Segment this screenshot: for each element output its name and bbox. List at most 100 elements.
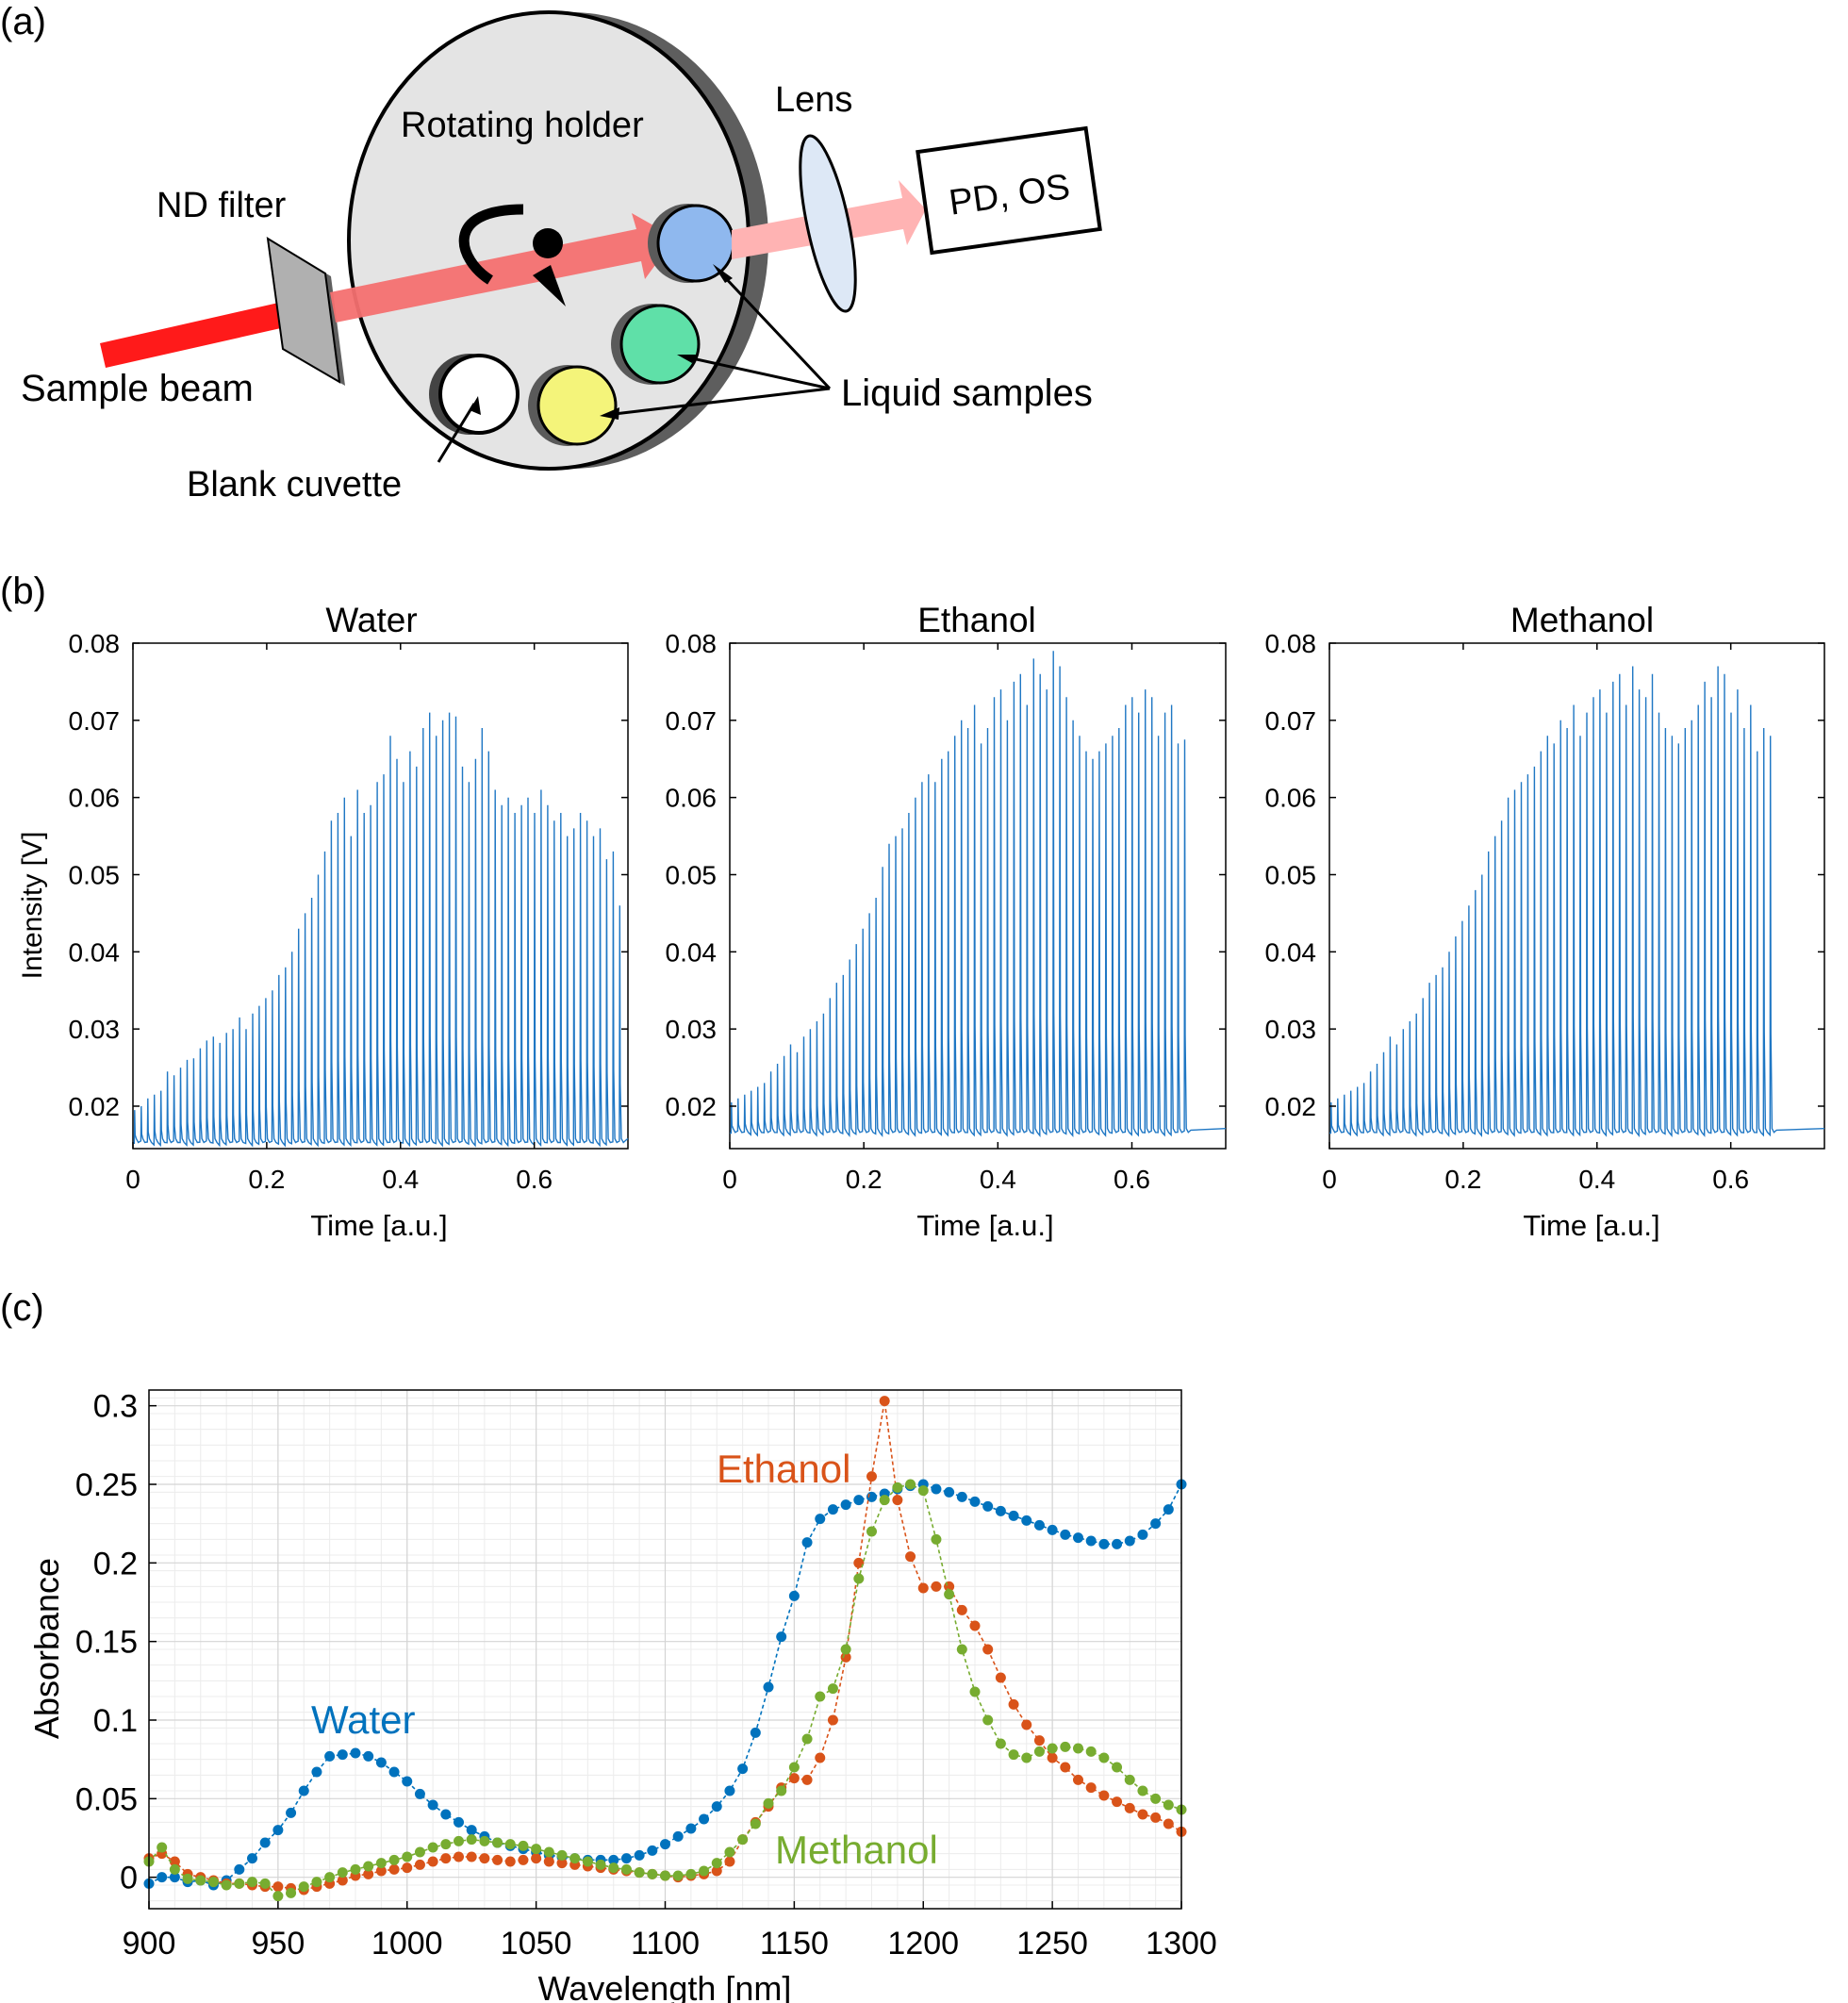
water-series-label: Water [311,1697,415,1742]
water-data-point [788,1590,800,1601]
water-data-point [337,1749,348,1761]
methanol-data-point [1150,1793,1162,1804]
water-xtick-label: 0.6 [516,1165,553,1194]
methanol-data-point [776,1785,787,1796]
water-data-point [737,1763,749,1775]
blank-cuvette-label: Blank cuvette [187,465,402,505]
blank-cuvette [438,354,520,435]
ethanol-data-point [801,1774,813,1785]
water-data-point [672,1830,684,1842]
ethanol-data-point [1124,1802,1135,1813]
water-data-point [956,1491,967,1502]
methanol-data-point [879,1495,890,1506]
methanol-data-point [699,1865,710,1877]
lens [799,134,857,313]
rotation-arrow [458,204,524,285]
water-data-point [324,1750,336,1762]
water-data-point [724,1785,735,1796]
nd-filter [266,237,341,384]
panel-a-label: (a) [0,1,46,42]
methanol-data-point [982,1714,994,1726]
ethanol-data-point [1098,1790,1110,1801]
methanol-data-point [1085,1746,1097,1757]
methanol-data-point [969,1686,981,1697]
ethanol-data-point [905,1551,916,1563]
ethanol-data-point [375,1865,387,1877]
methanol-data-point [518,1840,529,1851]
water-ytick-label: 0.06 [69,784,121,813]
methanol-data-point [1124,1774,1135,1785]
water-plot-area [132,642,629,1150]
water-xtick-label: 0.2 [248,1165,285,1194]
cuvette-blue [656,204,735,283]
beam-through-holder [330,213,675,323]
methanol-data-point [440,1839,452,1850]
methanol-data-point [788,1762,800,1773]
water-data-point [801,1537,813,1548]
ethanol-data-point [995,1672,1006,1683]
water-chart-title: Water [325,601,417,639]
methanol-data-point [917,1485,929,1497]
methanol-data-point [298,1881,309,1893]
methanol-data-point [931,1533,942,1545]
ethanol-data-point [402,1862,413,1874]
ethanol-data-point [956,1604,967,1615]
water-data-point [647,1845,658,1856]
water-data-point [298,1785,309,1796]
ethanol-data-point [879,1396,890,1407]
methanol-data-point [375,1858,387,1869]
water-data-point [375,1757,387,1768]
cuvette-green [619,304,701,385]
methanol-data-point [815,1691,826,1702]
methanol-xtick-label: 0.2 [1444,1165,1481,1194]
ethanol-series-label: Ethanol [717,1447,850,1491]
methanol-intensity-trace [1329,666,1825,1138]
methanol-ytick-label: 0.06 [1265,784,1317,813]
methanol-data-point [337,1867,348,1879]
ethanol-data-point [724,1856,735,1867]
water-data-point [1150,1518,1162,1530]
methanol-data-point [479,1835,490,1846]
ethanol-data-point [1073,1774,1083,1785]
methanol-x-axis-label: Time [a.u.] [1523,1209,1659,1242]
ethanol-xtick-label: 0.2 [846,1165,883,1194]
methanol-data-point [1137,1785,1148,1796]
methanol-data-point [1033,1746,1045,1757]
water-data-point [454,1816,464,1828]
methanol-data-point [454,1835,464,1846]
ethanol-data-point [531,1853,542,1864]
panel-b: (b) Intensity [V] Water Time [a.u.] 0.02… [0,571,1825,1242]
ethanol-xtick-label: 0.4 [980,1165,1016,1194]
absorbance-ytick-label: 0.15 [75,1625,138,1661]
water-data-point [1163,1504,1174,1515]
ethanol-chart-title: Ethanol [917,601,1036,639]
methanol-data-point [724,1846,735,1858]
panel-b-label: (b) [0,571,46,612]
water-data-point [1112,1538,1123,1549]
ethanol-data-point [440,1853,452,1864]
water-x-axis-label: Time [a.u.] [310,1209,447,1242]
water-data-point [1008,1510,1019,1521]
ethanol-data-point [815,1752,826,1763]
methanol-data-point [234,1878,245,1889]
water-data-point [402,1776,413,1787]
methanol-data-point [685,1868,697,1879]
ethanol-xtick-label: 0.6 [1114,1165,1150,1194]
ethanol-data-point [982,1644,994,1655]
lens-label: Lens [775,80,852,120]
water-data-point [1033,1519,1045,1531]
methanol-data-point [1021,1752,1032,1763]
absorbance-xtick-label: 950 [252,1926,305,1962]
ethanol-data-point [1021,1719,1032,1730]
methanol-data-point [466,1834,477,1846]
methanol-data-point [195,1875,206,1886]
water-xtick-label: 0.4 [382,1165,419,1194]
sample-beam-label: Sample beam [21,368,254,409]
water-data-point [388,1766,400,1778]
ethanol-data-point [337,1875,348,1886]
detector-box: PD, OS [916,125,1102,256]
methanol-data-point [647,1868,658,1879]
water-data-point [776,1631,787,1643]
panel-c-label: (c) [0,1287,44,1329]
ethanol-data-point [272,1881,284,1893]
